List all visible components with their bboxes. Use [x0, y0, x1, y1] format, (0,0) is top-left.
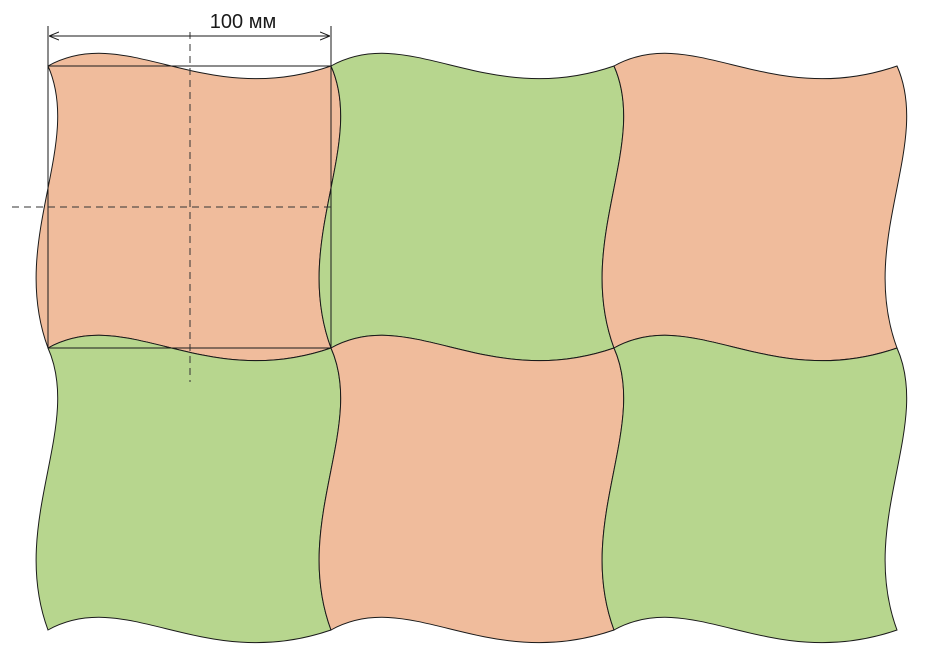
dimension-label: 100 мм: [210, 11, 276, 33]
paving-tile-salmon: [35, 52, 342, 362]
paving-tile-green: [601, 334, 908, 644]
tiles-layer: [35, 52, 908, 644]
paving-tile-green: [318, 52, 625, 362]
paving-tile-green: [35, 334, 342, 644]
paving-tile-salmon: [318, 334, 625, 644]
paving-tile-salmon: [601, 52, 908, 362]
